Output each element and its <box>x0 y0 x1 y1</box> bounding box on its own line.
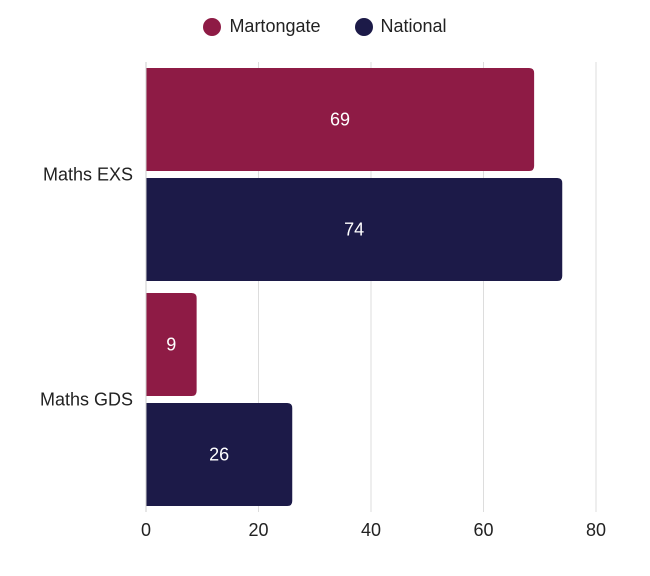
legend: Martongate National <box>0 16 650 37</box>
legend-swatch-martongate <box>203 17 222 36</box>
x-tick-label-40: 40 <box>361 520 381 540</box>
legend-item-martongate: Martongate <box>203 16 321 37</box>
category-label-maths-gds: Maths GDS <box>40 390 133 410</box>
bar-martongate-maths-gds <box>146 293 197 396</box>
data-label-martongate-maths-gds: 9 <box>166 335 176 355</box>
legend-label-martongate: Martongate <box>229 16 321 36</box>
category-label-maths-exs: Maths EXS <box>43 165 133 185</box>
data-label-national-maths-gds: 26 <box>209 445 229 465</box>
x-tick-label-80: 80 <box>586 520 606 540</box>
x-tick-label-60: 60 <box>473 520 493 540</box>
bar-national-maths-gds <box>146 403 293 506</box>
legend-swatch-national <box>354 17 373 36</box>
legend-label-national: National <box>380 16 447 36</box>
data-label-national-maths-exs: 74 <box>344 220 364 240</box>
x-tick-label-20: 20 <box>248 520 268 540</box>
bar-martongate-maths-exs <box>146 68 535 171</box>
bar-national-maths-exs <box>146 178 563 281</box>
x-tick-label-0: 0 <box>141 520 151 540</box>
data-label-martongate-maths-exs: 69 <box>330 110 350 130</box>
legend-item-national: National <box>354 16 447 37</box>
